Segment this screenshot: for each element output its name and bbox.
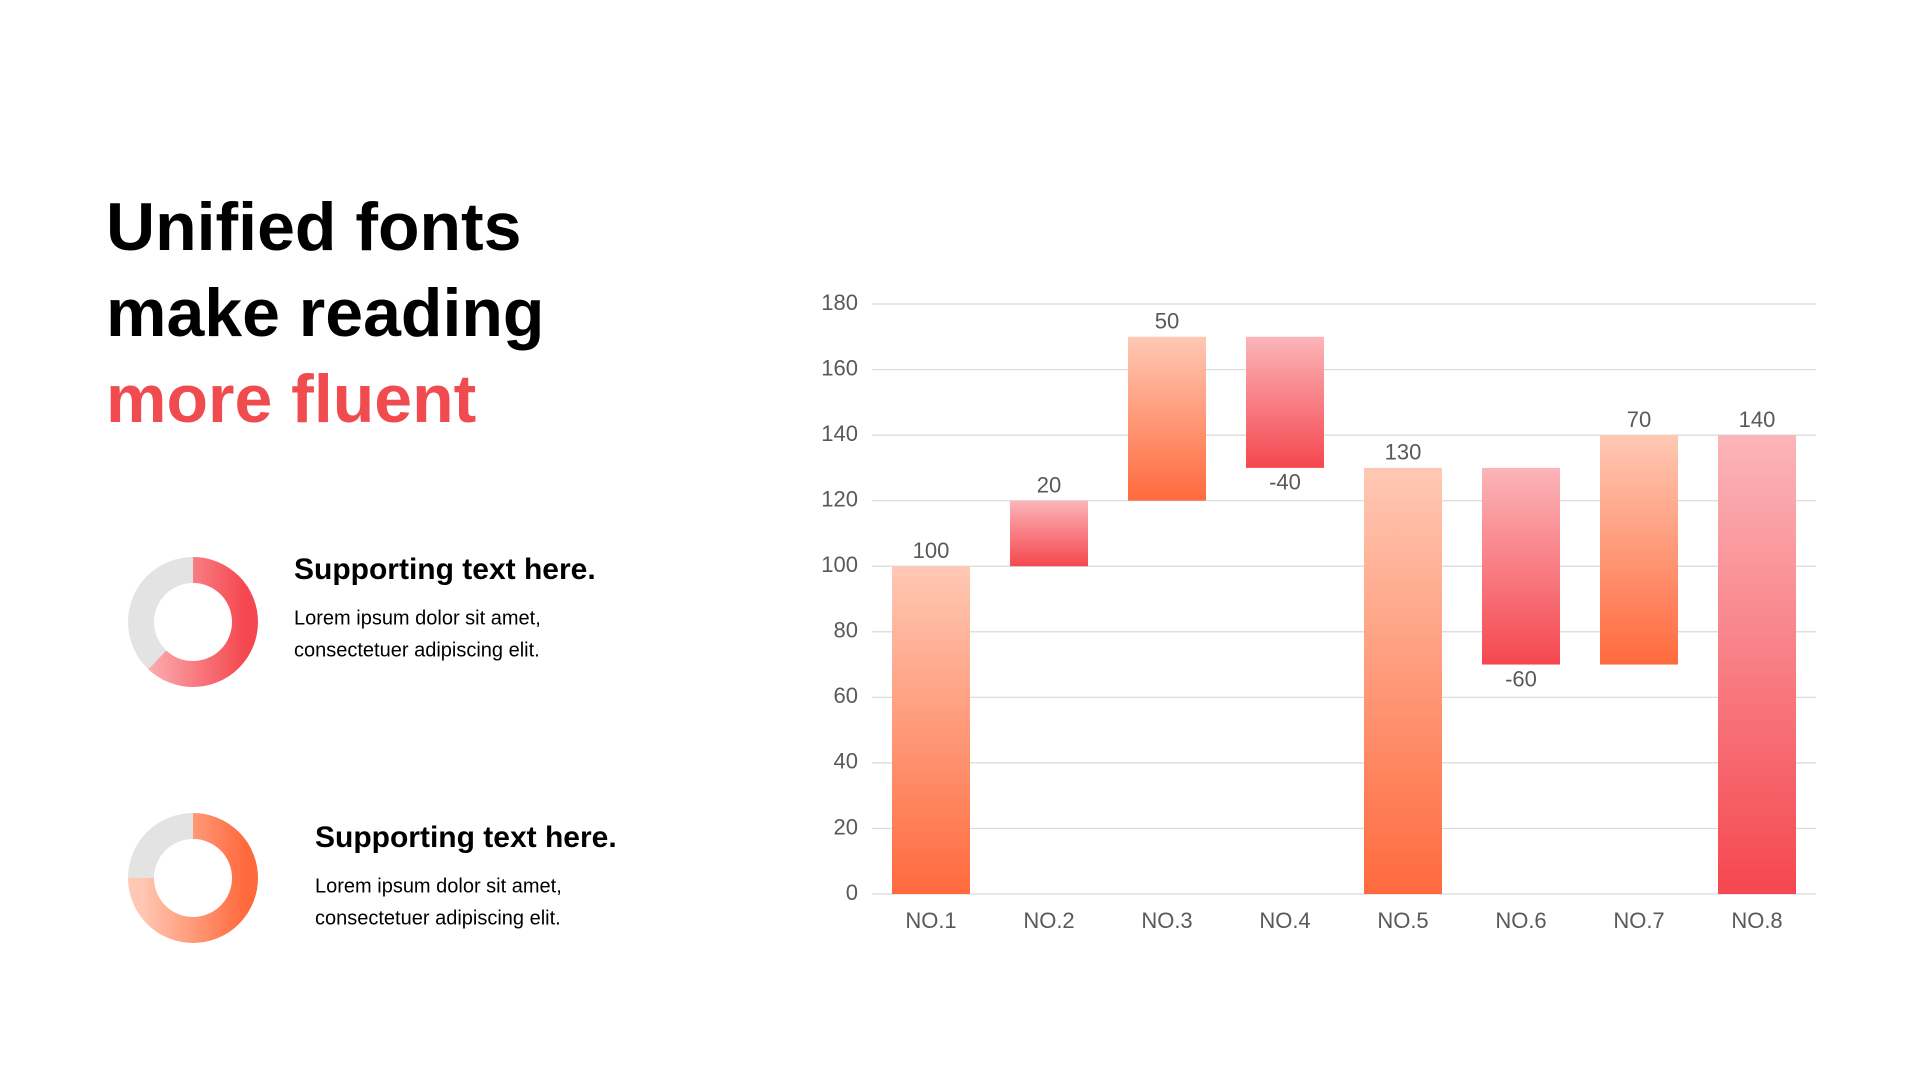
- y-tick-label: 0: [846, 880, 858, 905]
- x-tick-label: NO.7: [1613, 908, 1664, 933]
- value-label: 140: [1739, 407, 1776, 432]
- donut-segment: [128, 813, 258, 943]
- y-tick-label: 20: [834, 814, 858, 839]
- value-label: 100: [913, 538, 950, 563]
- x-tick-label: NO.5: [1377, 908, 1428, 933]
- x-tick-label: NO.2: [1023, 908, 1074, 933]
- bar: [1246, 336, 1324, 468]
- value-label: 70: [1627, 407, 1651, 432]
- x-tick-label: NO.6: [1495, 908, 1546, 933]
- value-label: 20: [1037, 472, 1061, 497]
- title-line: make reading: [106, 275, 544, 351]
- donut-segment: [128, 557, 258, 687]
- bar: [1128, 336, 1206, 501]
- value-label: -40: [1269, 470, 1301, 495]
- bar: [1600, 435, 1678, 665]
- y-tick-label: 40: [834, 749, 858, 774]
- bar: [1718, 435, 1796, 894]
- bar: [1482, 467, 1560, 665]
- y-tick-label: 60: [834, 683, 858, 708]
- item-body: consectetuer adipiscing elit.: [294, 639, 540, 661]
- y-tick-label: 120: [821, 486, 858, 511]
- x-tick-label: NO.8: [1731, 908, 1782, 933]
- item-body: consectetuer adipiscing elit.: [315, 907, 561, 929]
- x-tick-label: NO.4: [1259, 908, 1310, 933]
- y-tick-label: 180: [821, 290, 858, 315]
- item-body: Lorem ipsum dolor sit amet,: [294, 607, 541, 629]
- value-label: 50: [1155, 309, 1179, 334]
- bar: [892, 566, 970, 894]
- bar: [1364, 467, 1442, 894]
- value-label: -60: [1505, 666, 1537, 691]
- title-highlight: more fluent: [106, 361, 476, 437]
- x-tick-label: NO.1: [905, 908, 956, 933]
- bar: [1010, 500, 1088, 567]
- value-label: 130: [1385, 440, 1422, 465]
- x-tick-label: NO.3: [1141, 908, 1192, 933]
- y-tick-label: 80: [834, 618, 858, 643]
- y-tick-label: 140: [821, 421, 858, 446]
- item-body: Lorem ipsum dolor sit amet,: [315, 875, 562, 897]
- y-tick-label: 100: [821, 552, 858, 577]
- title-line: Unified fonts: [106, 189, 522, 265]
- item-heading: Supporting text here.: [315, 821, 617, 854]
- item-heading: Supporting text here.: [294, 553, 596, 586]
- y-tick-label: 160: [821, 355, 858, 380]
